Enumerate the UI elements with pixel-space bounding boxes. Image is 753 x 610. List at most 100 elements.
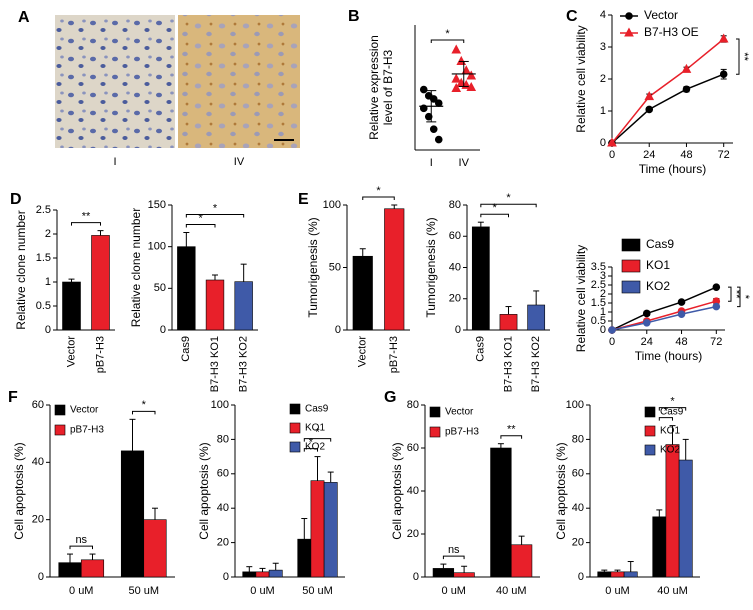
legend-swatch: [289, 422, 301, 434]
x-tick-label: 40 uM: [496, 585, 527, 597]
panel-label: C: [566, 8, 578, 25]
bar: [297, 538, 312, 578]
y-tick-label: 100: [323, 199, 341, 211]
marker: [681, 63, 692, 73]
x-tick-label: Vector: [65, 336, 77, 368]
y-tick-label: 100: [148, 241, 166, 253]
marker: [645, 105, 654, 114]
marker: [451, 82, 462, 93]
panel-label: E: [298, 191, 309, 208]
y-tick-label: 80: [572, 433, 584, 445]
significance-bracket: [658, 417, 673, 421]
x-tick-label: 0: [609, 336, 615, 348]
legend-label: Vector: [445, 407, 474, 418]
significance-bracket: [185, 214, 245, 218]
ihc-image: [178, 15, 300, 148]
significance-label: *: [315, 427, 320, 439]
y-axis-label: Cell apoptosis (%): [12, 442, 26, 539]
y-tick-label: 80: [449, 199, 461, 211]
y-tick-label: 0.5: [36, 300, 51, 312]
bar: [120, 450, 145, 578]
y-axis-label: Cell apoptosis (%): [554, 442, 568, 539]
marker: [466, 81, 477, 91]
y-tick-label: 20: [449, 293, 461, 305]
x-tick-label: Cas9: [180, 336, 192, 362]
x-tick-label: 0 uM: [442, 585, 466, 597]
y-tick-label: 0: [160, 324, 166, 336]
x-tick-label: 0 uM: [605, 585, 629, 597]
y-tick-label: 20: [407, 528, 419, 540]
legend-swatch: [644, 406, 656, 418]
y-tick-label: 3.5: [591, 261, 606, 273]
significance-label: *: [199, 212, 204, 224]
significance-label: *: [670, 396, 675, 408]
marker: [719, 70, 728, 78]
image-label: IV: [234, 156, 245, 168]
line: [611, 286, 717, 331]
marker: [424, 112, 433, 121]
bar: [205, 279, 225, 331]
x-tick-label: 40 uM: [657, 585, 688, 597]
bar: [177, 246, 196, 331]
marker: [451, 44, 462, 54]
y-tick-label: 20: [32, 514, 44, 526]
bar: [268, 569, 283, 578]
legend-swatch: [621, 238, 641, 252]
y-tick-label: 2.5: [591, 279, 606, 291]
panel-a: A I IV: [18, 9, 300, 168]
bar: [597, 571, 612, 578]
significance-label: *: [376, 185, 381, 197]
bar: [62, 281, 81, 331]
marker: [429, 95, 438, 103]
marker: [608, 326, 616, 334]
y-axis-label: Tumorigenesis (%): [424, 217, 438, 317]
marker: [718, 33, 729, 43]
y-tick-label: 0: [45, 324, 51, 336]
y-tick-label: 2.5: [36, 204, 51, 216]
x-tick-label: pB7-H3: [388, 336, 400, 373]
legend-marker: [624, 27, 634, 37]
bar: [623, 571, 638, 578]
significance-label: ns: [448, 544, 460, 556]
marker: [419, 85, 428, 94]
significance-bracket: [303, 438, 332, 442]
x-tick-label: 24: [643, 149, 655, 161]
y-tick-label: 0: [335, 324, 341, 336]
x-tick-label: Cas9: [475, 336, 487, 362]
legend-swatch: [54, 424, 66, 436]
x-tick-label: B7-H3 KO1: [502, 336, 514, 392]
significance-bracket: [442, 555, 465, 560]
legend-swatch: [429, 426, 441, 438]
legend-swatch: [54, 404, 66, 416]
y-tick-label: 40: [32, 456, 44, 468]
y-tick-label: 1: [45, 276, 51, 288]
y-tick-label: 0: [600, 324, 606, 336]
y-tick-label: 3: [600, 41, 606, 53]
significance-bracket: [658, 407, 687, 411]
marker: [466, 70, 477, 80]
legend-label: Vector: [644, 8, 678, 22]
y-tick-label: 0: [600, 137, 606, 149]
legend-marker: [625, 12, 633, 20]
legend-label: Vector: [70, 405, 99, 416]
marker: [712, 302, 721, 311]
x-tick-label: 24: [641, 336, 653, 348]
legend-label: KO2: [305, 442, 325, 453]
bar: [310, 480, 325, 578]
marker: [677, 310, 686, 318]
bar: [255, 571, 270, 578]
bar: [234, 281, 253, 331]
bar: [510, 544, 533, 578]
bar: [610, 571, 625, 578]
panel-label: B: [348, 8, 360, 25]
image-label: I: [113, 156, 116, 168]
x-tick-label: 0 uM: [250, 585, 274, 597]
y-tick-label: 60: [407, 442, 419, 454]
marker: [607, 137, 617, 147]
legend-swatch: [644, 444, 656, 456]
legend-label: B7-H3 OE: [644, 25, 699, 39]
legend-swatch: [621, 259, 641, 273]
x-tick-label: B7-H3 KO1: [209, 336, 221, 392]
x-tick-label: 50 uM: [128, 585, 159, 597]
